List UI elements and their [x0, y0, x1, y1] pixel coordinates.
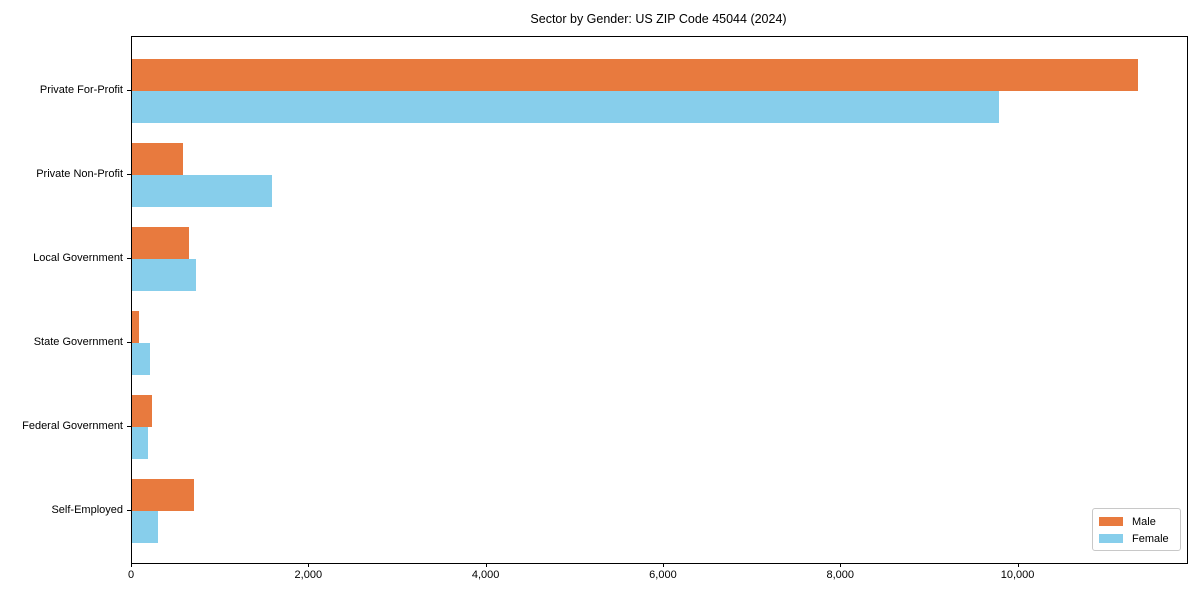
y-tick-label-private-for-profit: Private For-Profit [39, 84, 123, 96]
bar-male-local-government [132, 227, 189, 259]
x-tick-label-8-000: 8,000 [826, 569, 854, 581]
x-tick-mark [485, 563, 487, 567]
y-tick-label-self-employed: Self-Employed [51, 504, 123, 516]
x-tick-label-4-000: 4,000 [471, 569, 500, 581]
bar-male-private-non-profit [132, 143, 183, 175]
bar-female-private-for-profit [132, 91, 1000, 123]
chart-title: Sector by Gender: US ZIP Code 45044 (202… [530, 12, 787, 26]
legend-item-male: Male [1099, 513, 1180, 530]
y-tick-label-state-government: State Government [33, 336, 123, 348]
y-tick-mark [127, 510, 131, 511]
legend-swatch-male [1099, 517, 1123, 526]
bar-female-local-government [132, 259, 196, 291]
bar-female-state-government [132, 343, 151, 375]
x-tick-label-2-000: 2,000 [294, 569, 323, 581]
x-tick-mark [308, 563, 310, 567]
legend-swatch-female [1099, 534, 1123, 543]
bar-female-federal-government [132, 427, 148, 459]
y-tick-label-federal-government: Federal Government [22, 420, 123, 432]
bar-male-federal-government [132, 395, 152, 427]
y-tick-mark [127, 90, 131, 91]
legend: Male Female [1092, 508, 1181, 551]
y-tick-mark [127, 258, 131, 259]
bar-male-private-for-profit [132, 59, 1139, 91]
y-tick-mark [127, 342, 131, 343]
bar-male-self-employed [132, 479, 195, 511]
y-tick-label-private-non-profit: Private Non-Profit [36, 168, 123, 180]
x-tick-mark [840, 563, 842, 567]
x-tick-mark [662, 563, 664, 567]
legend-label-female: Female [1132, 532, 1169, 545]
y-tick-mark [127, 174, 131, 175]
x-tick-mark [1017, 563, 1019, 567]
x-tick-label-0: 0 [127, 569, 135, 581]
bar-female-private-non-profit [132, 175, 272, 207]
x-tick-mark [131, 563, 132, 567]
x-tick-label-6-000: 6,000 [649, 569, 677, 581]
legend-label-male: Male [1132, 515, 1156, 528]
plot-area [131, 36, 1188, 564]
bar-male-state-government [132, 311, 139, 343]
y-tick-label-local-government: Local Government [33, 252, 123, 264]
bar-female-self-employed [132, 511, 159, 543]
legend-item-female: Female [1099, 530, 1180, 547]
x-tick-label-10-000: 10,000 [1000, 569, 1035, 581]
y-tick-mark [127, 426, 131, 427]
